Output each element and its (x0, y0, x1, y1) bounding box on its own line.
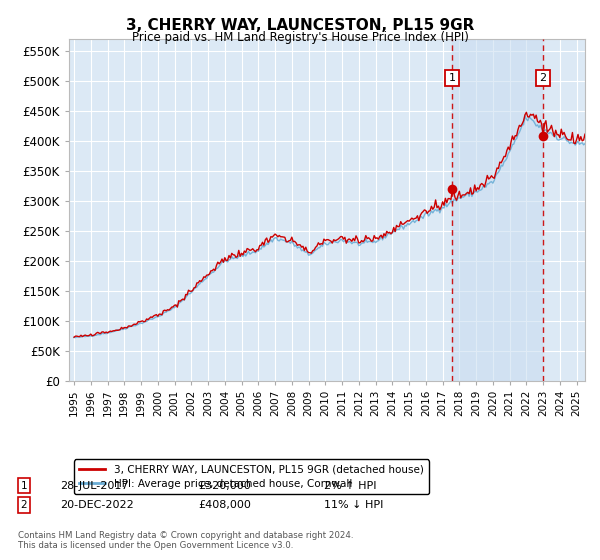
Text: £408,000: £408,000 (198, 500, 251, 510)
Text: Price paid vs. HM Land Registry's House Price Index (HPI): Price paid vs. HM Land Registry's House … (131, 31, 469, 44)
Text: 3, CHERRY WAY, LAUNCESTON, PL15 9GR: 3, CHERRY WAY, LAUNCESTON, PL15 9GR (126, 18, 474, 34)
Text: 2% ↑ HPI: 2% ↑ HPI (324, 480, 377, 491)
Text: 2: 2 (20, 500, 28, 510)
Text: 11% ↓ HPI: 11% ↓ HPI (324, 500, 383, 510)
Text: £320,000: £320,000 (198, 480, 251, 491)
Legend: 3, CHERRY WAY, LAUNCESTON, PL15 9GR (detached house), HPI: Average price, detach: 3, CHERRY WAY, LAUNCESTON, PL15 9GR (det… (74, 459, 429, 494)
Text: 1: 1 (449, 73, 455, 83)
Text: 28-JUL-2017: 28-JUL-2017 (60, 480, 128, 491)
Bar (452, 39, 542, 381)
Text: 1: 1 (20, 480, 28, 491)
Text: Contains HM Land Registry data © Crown copyright and database right 2024.
This d: Contains HM Land Registry data © Crown c… (18, 530, 353, 550)
Text: 2: 2 (539, 73, 546, 83)
Text: 20-DEC-2022: 20-DEC-2022 (60, 500, 134, 510)
